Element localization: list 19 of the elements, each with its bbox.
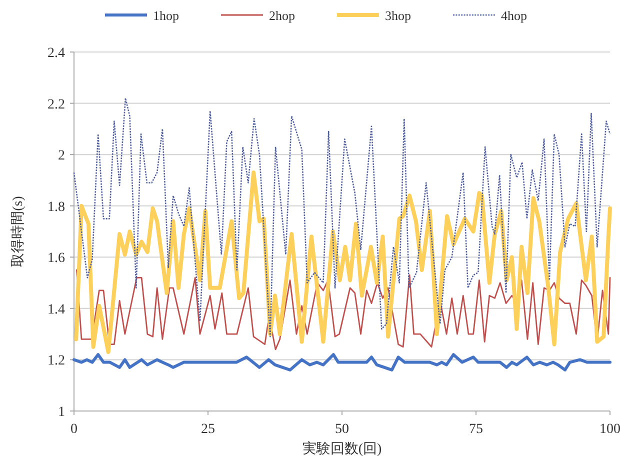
y-tick-label: 1.6 xyxy=(48,251,65,266)
legend-label: 2hop xyxy=(269,8,295,23)
y-tick-label: 1.2 xyxy=(48,354,65,369)
x-tick-label: 75 xyxy=(469,422,483,437)
y-axis-title: 取得時間(s) xyxy=(10,196,26,267)
x-axis-title: 実験回数(回) xyxy=(302,441,382,457)
x-tick-label: 50 xyxy=(335,422,349,437)
x-tick-label: 100 xyxy=(600,422,620,437)
y-tick-label: 2.4 xyxy=(48,46,65,61)
legend-label: 3hop xyxy=(385,8,411,23)
y-tick-label: 2.2 xyxy=(48,97,65,112)
legend-label: 4hop xyxy=(501,8,527,23)
legend-label: 1hop xyxy=(153,8,179,23)
x-tick-label: 0 xyxy=(70,422,78,437)
y-tick-label: 2 xyxy=(58,148,65,164)
y-tick-label: 1 xyxy=(58,405,65,420)
x-tick-label: 25 xyxy=(201,422,215,437)
y-tick-label: 1.8 xyxy=(48,200,65,215)
y-tick-label: 1.4 xyxy=(48,302,65,318)
